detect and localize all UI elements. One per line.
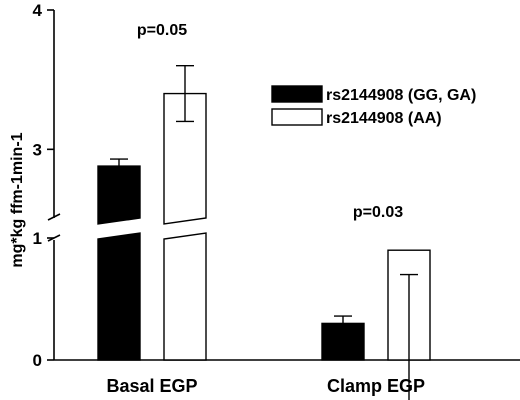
bar-segment xyxy=(97,165,141,225)
y-tick-label: 1 xyxy=(33,229,42,248)
axis-break-marks xyxy=(47,213,61,242)
y-tick-label: 4 xyxy=(33,1,43,20)
axis-break-mark xyxy=(47,213,61,221)
bar-segment xyxy=(163,232,207,361)
p-value-annotation: p=0.03 xyxy=(353,204,403,221)
x-category-label: Basal EGP xyxy=(106,376,197,396)
legend-swatch xyxy=(271,108,323,126)
axis-break-mark xyxy=(47,234,61,242)
bars xyxy=(97,92,431,361)
legend: rs2144908 (GG, GA) rs2144908 (AA) xyxy=(271,85,476,127)
p-value-annotation: p=0.05 xyxy=(137,22,187,39)
x-category-label: Clamp EGP xyxy=(327,376,425,396)
error-bars xyxy=(110,65,418,400)
legend-label: rs2144908 (GG, GA) xyxy=(326,87,476,104)
y-axis-label: mg*kg ffm-1min-1 xyxy=(9,132,26,267)
y-tick-label: 0 xyxy=(33,351,42,370)
legend-label: rs2144908 (AA) xyxy=(326,110,442,127)
bar-segment xyxy=(97,232,141,361)
y-tick-label: 3 xyxy=(33,140,42,159)
legend-swatch xyxy=(271,85,323,103)
bar-segment xyxy=(163,92,207,225)
